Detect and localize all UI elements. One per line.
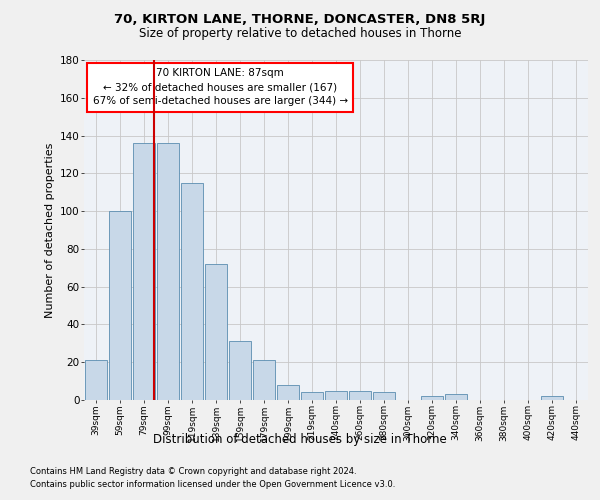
Bar: [109, 211, 131, 400]
Bar: [85, 360, 107, 400]
Bar: [421, 396, 443, 400]
Bar: [373, 392, 395, 400]
Text: Size of property relative to detached houses in Thorne: Size of property relative to detached ho…: [139, 28, 461, 40]
Text: 70 KIRTON LANE: 87sqm
← 32% of detached houses are smaller (167)
67% of semi-det: 70 KIRTON LANE: 87sqm ← 32% of detached …: [92, 68, 347, 106]
Text: Distribution of detached houses by size in Thorne: Distribution of detached houses by size …: [153, 432, 447, 446]
Bar: [253, 360, 275, 400]
Text: Contains HM Land Registry data © Crown copyright and database right 2024.: Contains HM Land Registry data © Crown c…: [30, 468, 356, 476]
Bar: [181, 183, 203, 400]
Bar: [133, 143, 155, 400]
Bar: [205, 264, 227, 400]
Bar: [277, 385, 299, 400]
Bar: [157, 143, 179, 400]
Bar: [229, 342, 251, 400]
Bar: [349, 390, 371, 400]
Bar: [325, 390, 347, 400]
Bar: [445, 394, 467, 400]
Y-axis label: Number of detached properties: Number of detached properties: [44, 142, 55, 318]
Text: 70, KIRTON LANE, THORNE, DONCASTER, DN8 5RJ: 70, KIRTON LANE, THORNE, DONCASTER, DN8 …: [115, 12, 485, 26]
Bar: [301, 392, 323, 400]
Bar: [541, 396, 563, 400]
Text: Contains public sector information licensed under the Open Government Licence v3: Contains public sector information licen…: [30, 480, 395, 489]
